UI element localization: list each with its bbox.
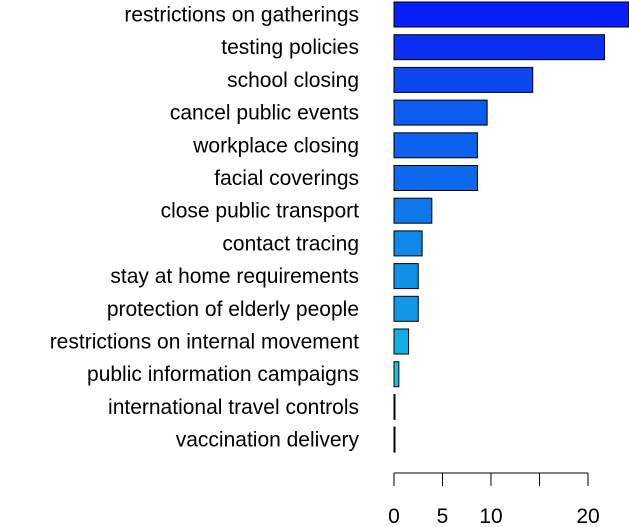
- category-label: international travel controls: [108, 396, 359, 419]
- category-label: facial coverings: [214, 167, 359, 190]
- bar-9: [393, 263, 419, 290]
- bar-13: [393, 393, 396, 420]
- bar-1: [393, 1, 629, 28]
- category-labels: restrictions on gatherings testing polici…: [50, 4, 360, 452]
- category-label: public information campaigns: [87, 363, 359, 386]
- category-label: stay at home requirements: [110, 265, 359, 288]
- x-tick-label: 10: [479, 505, 502, 527]
- bar-5: [393, 132, 478, 159]
- bar-3: [393, 66, 534, 93]
- bar-11: [393, 328, 410, 355]
- category-label: restrictions on gatherings: [124, 4, 359, 27]
- category-label: cancel public events: [170, 102, 359, 125]
- category-label: restrictions on internal movement: [50, 331, 359, 354]
- x-tick-label: 5: [437, 505, 449, 527]
- bar-6: [393, 165, 478, 191]
- category-label: testing policies: [221, 36, 359, 59]
- category-label: workplace closing: [192, 134, 359, 157]
- bar-2: [393, 34, 605, 61]
- bar-8: [393, 230, 423, 257]
- category-label: vaccination delivery: [176, 429, 360, 452]
- bar-10: [393, 295, 419, 322]
- x-tick-label: 0: [388, 505, 400, 527]
- bar-7: [393, 197, 433, 224]
- category-label: protection of elderly people: [107, 298, 359, 321]
- x-axis: 0 5 10 20: [388, 472, 600, 527]
- category-label: close public transport: [161, 200, 360, 223]
- category-label: contact tracing: [222, 232, 359, 255]
- x-tick-label: 20: [576, 505, 599, 527]
- bars-group: [393, 1, 629, 453]
- bar-4: [393, 99, 488, 126]
- bar-14: [393, 426, 396, 453]
- category-label: school closing: [227, 69, 359, 92]
- bar-12: [393, 361, 400, 388]
